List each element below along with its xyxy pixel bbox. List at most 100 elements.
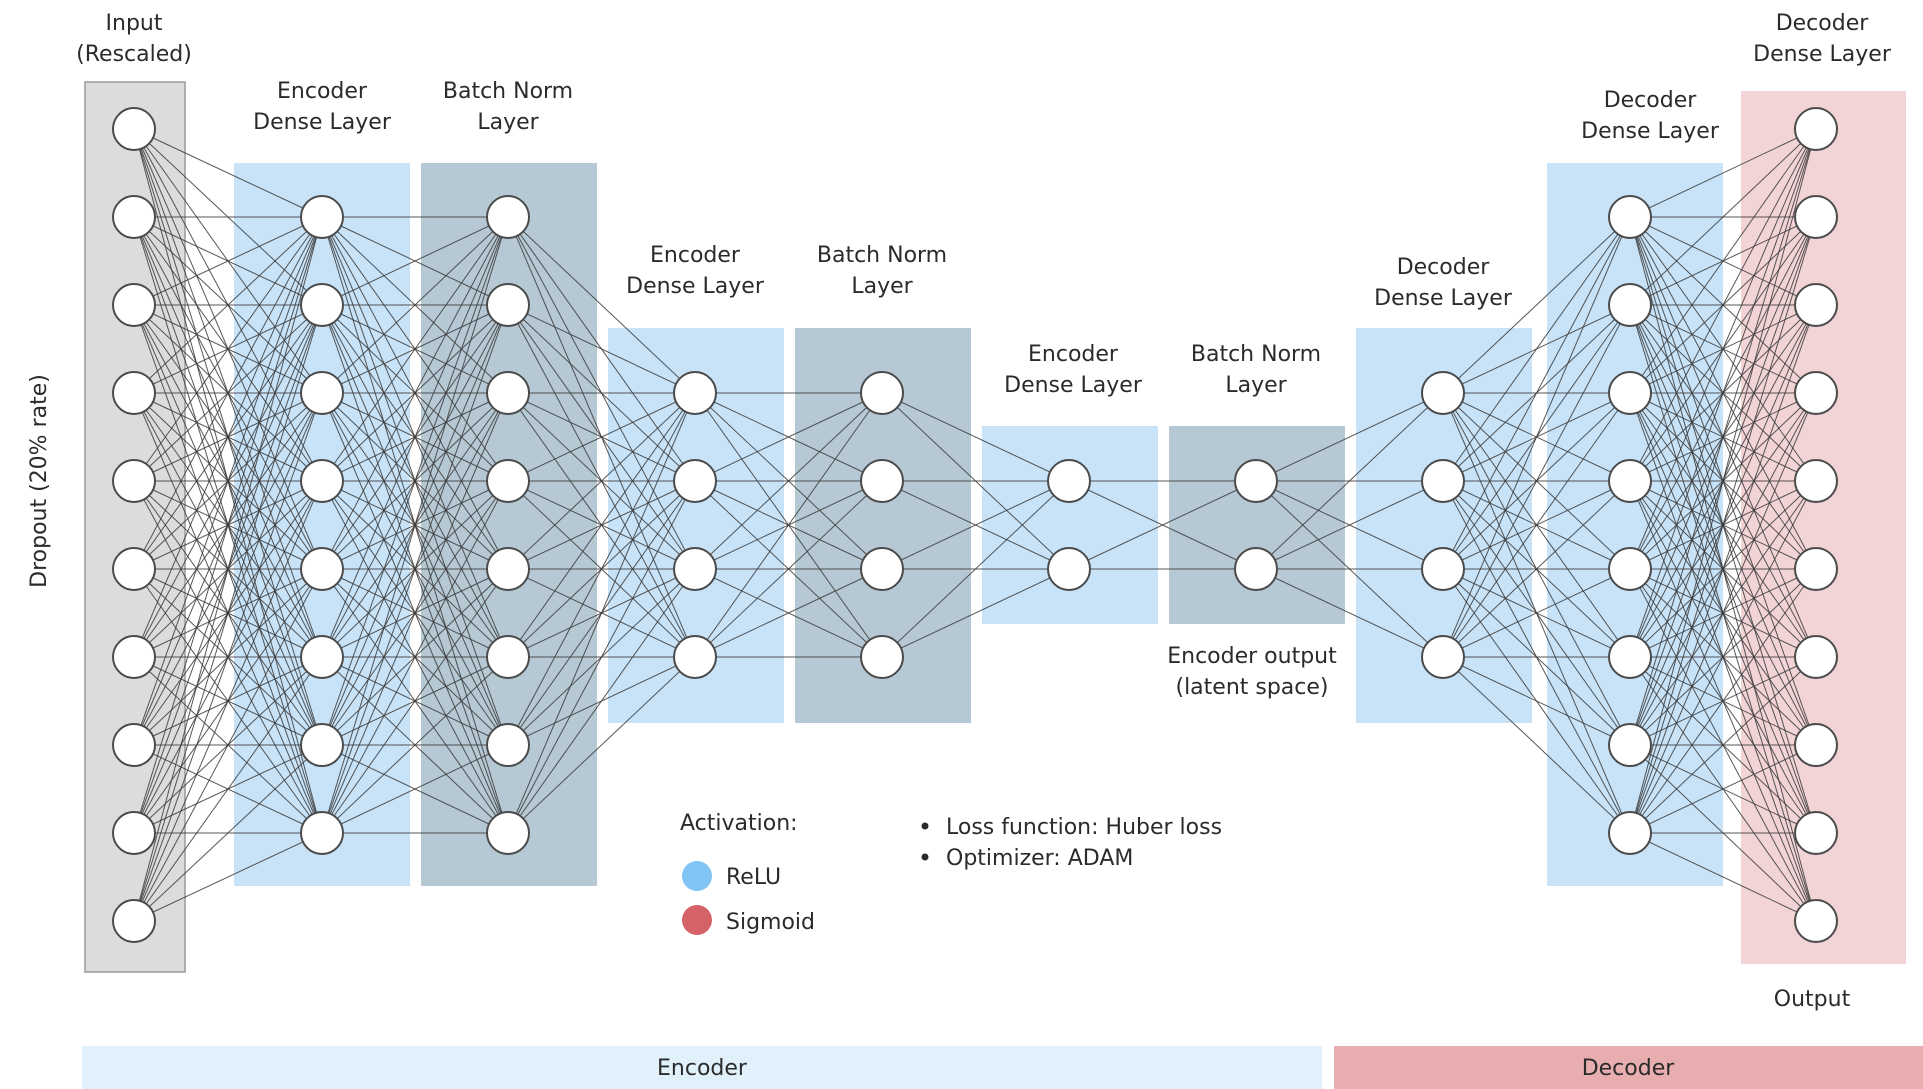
neuron-9-0 <box>1794 107 1838 151</box>
connection-line <box>694 392 883 658</box>
connection-line <box>133 568 323 922</box>
connection-line <box>1629 216 1817 834</box>
neuron-2-4 <box>486 547 530 591</box>
decoder-band <box>1334 1046 1923 1089</box>
connection-line <box>1629 832 1817 922</box>
neuron-1-2 <box>300 371 344 415</box>
connection-line <box>321 216 509 306</box>
layer-label-2-line2: Layer <box>477 110 539 135</box>
connection-line <box>881 392 1070 482</box>
neuron-5-1 <box>1047 547 1091 591</box>
connection-line <box>881 480 1070 658</box>
layer-label-0-line1: Input <box>106 11 163 36</box>
neuron-1-3 <box>300 459 344 503</box>
connection-line <box>1068 480 1257 570</box>
connection-line <box>133 744 323 922</box>
layer-box-5 <box>982 426 1158 624</box>
connection-line <box>1629 744 1817 834</box>
neuron-2-6 <box>486 723 530 767</box>
layer-label-3-line1: Encoder <box>650 243 741 268</box>
neuron-3-2 <box>673 547 717 591</box>
neuron-7-1 <box>1421 459 1465 503</box>
connection-line <box>694 392 883 570</box>
layer-label-9-line1: Decoder <box>1776 11 1870 36</box>
connection-line <box>1629 128 1817 834</box>
connection-line <box>1442 656 1631 834</box>
neuron-9-1 <box>1794 195 1838 239</box>
neuron-6-1 <box>1234 547 1278 591</box>
connection-line <box>133 216 323 570</box>
layer-label-6-line2: Layer <box>1225 373 1287 398</box>
connection-line <box>1442 216 1631 658</box>
activation-title: Activation: <box>680 811 798 836</box>
neuron-4-3 <box>860 635 904 679</box>
note-loss: Loss function: Huber loss <box>946 815 1222 840</box>
connection-line <box>1442 216 1631 394</box>
connection-line <box>507 392 696 834</box>
neuron-9-7 <box>1794 723 1838 767</box>
connection-line <box>321 480 509 834</box>
neuron-8-7 <box>1608 811 1652 855</box>
layer-label-8-line1: Decoder <box>1604 88 1698 113</box>
neuron-8-6 <box>1608 723 1652 767</box>
connection-line <box>133 216 323 394</box>
neuron-1-5 <box>300 635 344 679</box>
neuron-1-6 <box>300 723 344 767</box>
neuron-0-5 <box>112 547 156 591</box>
connection-line <box>881 568 1070 658</box>
neuron-8-1 <box>1608 283 1652 327</box>
connection-line <box>1629 656 1817 834</box>
connection-line <box>1629 480 1817 834</box>
neuron-0-4 <box>112 459 156 503</box>
layer-label-4-line1: Batch Norm <box>817 243 947 268</box>
layer-label-7-line1: Decoder <box>1397 255 1491 280</box>
connection-line <box>507 480 696 834</box>
connection-line <box>1442 216 1631 482</box>
relu-swatch <box>682 861 712 891</box>
connection-line <box>1442 656 1631 746</box>
neuron-9-4 <box>1794 459 1838 503</box>
layer-box-1 <box>234 163 410 886</box>
layer-box-2 <box>421 163 597 886</box>
connection-line <box>133 656 323 922</box>
connection-line <box>133 216 323 482</box>
neuron-1-4 <box>300 547 344 591</box>
latent-label-line2: (latent space) <box>1175 675 1328 700</box>
neuron-8-2 <box>1608 371 1652 415</box>
latent-label-line1: Encoder output <box>1167 644 1337 669</box>
neuron-7-0 <box>1421 371 1465 415</box>
training-notes: Loss function: Huber loss Optimizer: ADA… <box>921 815 1222 871</box>
neuron-0-2 <box>112 283 156 327</box>
neuron-3-3 <box>673 635 717 679</box>
connection-line <box>507 568 696 834</box>
neuron-0-9 <box>112 899 156 943</box>
neuron-9-9 <box>1794 899 1838 943</box>
neuron-8-0 <box>1608 195 1652 239</box>
neuron-2-5 <box>486 635 530 679</box>
connection-line <box>321 304 509 834</box>
neuron-6-0 <box>1234 459 1278 503</box>
neuron-0-7 <box>112 723 156 767</box>
connection-line <box>1442 392 1631 658</box>
layer-label-1-line2: Dense Layer <box>253 110 392 135</box>
neuron-8-3 <box>1608 459 1652 503</box>
layer-label-7-line2: Dense Layer <box>1374 286 1513 311</box>
layer-labels: Input (Rescaled) Encoder Dense Layer Batch N… <box>76 11 1892 398</box>
neuron-2-0 <box>486 195 530 239</box>
decoder-band-label: Decoder <box>1582 1056 1676 1081</box>
connection-line <box>694 392 883 482</box>
connection-line <box>321 216 509 482</box>
neuron-3-1 <box>673 459 717 503</box>
neuron-4-0 <box>860 371 904 415</box>
connection-line <box>321 568 509 834</box>
neuron-2-7 <box>486 811 530 855</box>
encoder-band-label: Encoder <box>657 1056 748 1081</box>
connection-line <box>133 832 323 922</box>
connection-line <box>881 480 1070 570</box>
neuron-0-1 <box>112 195 156 239</box>
layer-label-2-line1: Batch Norm <box>443 79 573 104</box>
connection-line <box>1629 304 1817 834</box>
neuron-0-8 <box>112 811 156 855</box>
neuron-0-3 <box>112 371 156 415</box>
